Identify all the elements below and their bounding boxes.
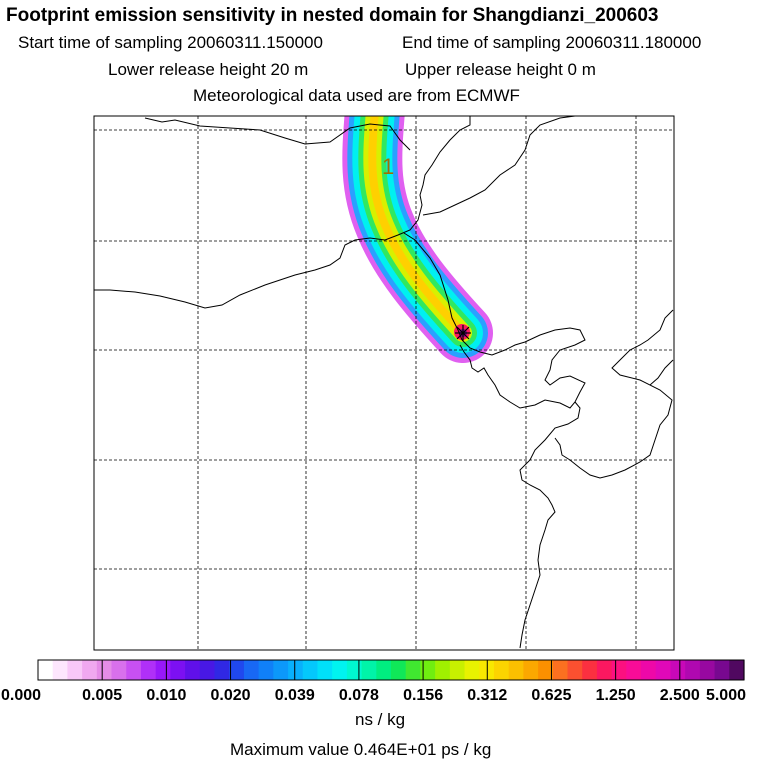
colorbar-cell	[361, 660, 377, 680]
lat-lon-grid	[94, 116, 674, 650]
colorbar-cell	[523, 660, 539, 680]
colorbar-cell	[317, 660, 333, 680]
colorbar-tick-label: 0.078	[339, 687, 379, 704]
colorbar-cell	[185, 660, 201, 680]
colorbar-cell	[38, 660, 54, 680]
colorbar-cell	[405, 660, 422, 680]
receptor-star-icon	[455, 325, 471, 341]
colorbar-cell	[126, 660, 142, 680]
plot-title: Footprint emission sensitivity in nested…	[6, 5, 659, 26]
colorbar-tick-label: 0.000	[1, 687, 41, 704]
maximum-value: Maximum value 0.464E+01 ps / kg	[230, 740, 492, 759]
colorbar-tick-label: 0.010	[146, 687, 186, 704]
colorbar-cell	[332, 660, 348, 680]
colorbar-cell	[273, 660, 289, 680]
colorbar-cell	[699, 660, 716, 680]
colorbar-tick-label: 0.005	[82, 687, 122, 704]
met-data-source: Meteorological data used are from ECMWF	[193, 86, 520, 105]
colorbar-cell	[729, 660, 745, 680]
colorbar-cell	[243, 660, 260, 680]
colorbar-frame	[37, 659, 745, 681]
colorbar-cell	[52, 660, 69, 680]
colorbar-cell	[199, 660, 216, 680]
colorbar-cell	[552, 660, 569, 680]
colorbar-tick-label: 5.000	[706, 687, 746, 704]
colorbar-cell	[611, 660, 627, 680]
colorbar-tick-label: 2.500	[660, 687, 700, 704]
colorbar-cell	[155, 660, 171, 680]
colorbar-cell	[346, 660, 363, 680]
upper-release-height: Upper release height 0 m	[405, 60, 596, 79]
map-frame	[93, 115, 675, 651]
colorbar-cell	[714, 660, 730, 680]
colorbar-tick-label: 0.020	[211, 687, 251, 704]
colorbar-cell	[170, 660, 186, 680]
colorbar-tick-label: 0.625	[531, 687, 571, 704]
colorbar-cell	[685, 660, 701, 680]
colorbar-cell	[538, 660, 554, 680]
colorbar-tick-label: 1.250	[596, 687, 636, 704]
coastlines	[94, 116, 674, 649]
colorbar-cell	[67, 660, 83, 680]
colorbar-cell	[82, 660, 98, 680]
emission-plume	[342, 116, 493, 363]
colorbar-cell	[464, 660, 480, 680]
colorbar-cell	[302, 660, 319, 680]
colorbar-tick-label: 0.039	[275, 687, 315, 704]
colorbar-tick-label: 0.156	[403, 687, 443, 704]
colorbar-cell	[655, 660, 672, 680]
colorbar-cell	[258, 660, 274, 680]
colorbar-cell	[376, 660, 392, 680]
sampling-start-time: Start time of sampling 20060311.150000	[18, 33, 323, 52]
colorbar-cell	[96, 660, 113, 680]
sampling-end-time: End time of sampling 20060311.180000	[402, 33, 702, 52]
colorbar-cell	[508, 660, 524, 680]
colorbar-cell	[493, 660, 510, 680]
plume-band-core	[368, 116, 467, 337]
colorbar-cell	[420, 660, 436, 680]
colorbar-cell	[391, 660, 407, 680]
colorbar-cell	[596, 660, 613, 680]
colorbar-cell	[214, 660, 230, 680]
colorbar-cell	[140, 660, 157, 680]
colorbar-units: ns / kg	[355, 710, 406, 729]
colorbar-cell	[229, 660, 245, 680]
colorbar-cell	[641, 660, 657, 680]
plume-label: 1	[382, 154, 394, 179]
colorbar-cell	[288, 660, 304, 680]
colorbar-cell	[626, 660, 642, 680]
colorbar-cell	[435, 660, 451, 680]
colorbar-cell	[449, 660, 466, 680]
colorbar-cell	[582, 660, 598, 680]
colorbar-tick-label: 0.312	[467, 687, 507, 704]
lower-release-height: Lower release height 20 m	[108, 60, 309, 79]
colorbar-cell	[111, 660, 127, 680]
colorbar-cell	[670, 660, 686, 680]
colorbar-cell	[567, 660, 583, 680]
